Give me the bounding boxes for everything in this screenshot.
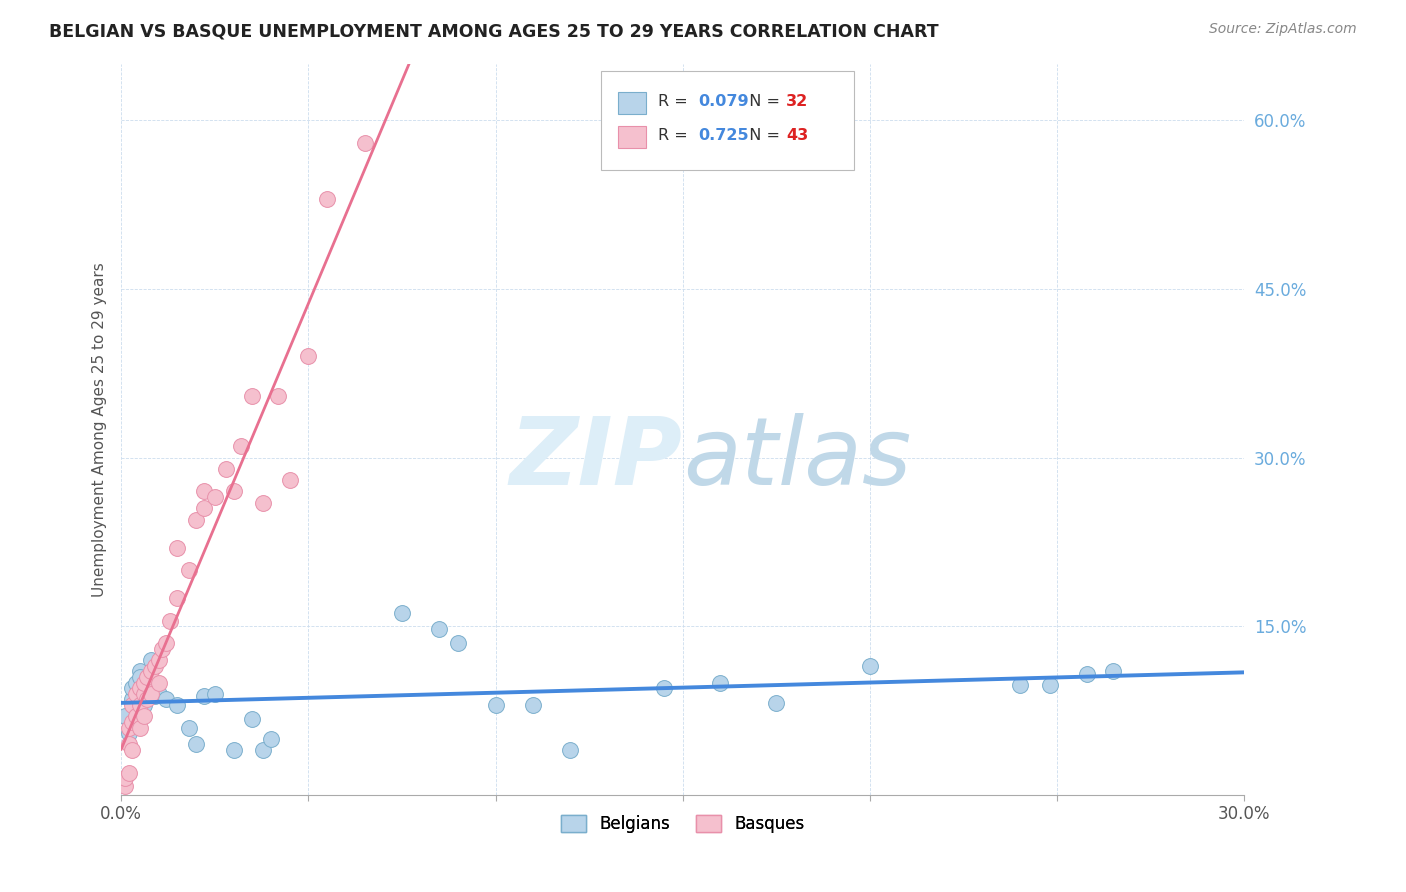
Point [121,714,143,729]
Point [859,658,882,673]
Point [193,689,215,703]
Point [184,512,207,526]
Point [177,721,200,735]
Point [129,721,152,735]
Point [204,687,226,701]
Point [132,698,155,712]
Point [240,389,263,403]
Point [193,501,215,516]
Point [240,712,263,726]
Point [121,698,143,712]
Point [316,192,339,206]
Point [297,350,319,364]
Point [141,653,163,667]
Text: BELGIAN VS BASQUE UNEMPLOYMENT AMONG AGES 25 TO 29 YEARS CORRELATION CHART: BELGIAN VS BASQUE UNEMPLOYMENT AMONG AGE… [49,22,939,40]
Point [129,665,152,679]
Point [118,726,141,740]
Text: R =: R = [658,94,693,109]
Point [155,692,177,706]
Point [114,709,136,723]
Point [166,591,188,606]
Point [148,675,170,690]
Point [125,675,148,690]
Point [429,622,451,636]
Point [1102,665,1125,679]
Text: N =: N = [740,94,785,109]
Point [125,709,148,723]
Point [129,681,152,696]
Point [1076,666,1098,681]
Text: atlas: atlas [683,413,911,504]
Point [260,731,283,746]
Point [1039,678,1062,692]
Point [709,675,731,690]
Point [166,698,188,712]
Point [391,606,413,620]
Text: N =: N = [740,128,785,144]
Point [132,709,155,723]
Point [121,743,143,757]
Y-axis label: Unemployment Among Ages 25 to 29 years: Unemployment Among Ages 25 to 29 years [93,262,107,597]
Point [155,636,177,650]
Point [193,484,215,499]
Text: 43: 43 [786,128,808,144]
Point [652,681,675,696]
Point [222,743,245,757]
Point [152,641,174,656]
Point [129,698,152,712]
Point [125,687,148,701]
Point [132,675,155,690]
Point [166,541,188,555]
Point [136,692,159,706]
Text: ZIP: ZIP [510,413,683,505]
Point [353,136,375,150]
Point [121,681,143,696]
Point [252,743,274,757]
Text: 0.725: 0.725 [699,128,749,144]
Point [765,696,787,710]
Point [177,563,200,577]
Point [143,658,166,673]
Point [143,689,166,703]
Point [141,687,163,701]
Point [278,473,301,487]
FancyBboxPatch shape [617,126,645,148]
Point [118,738,141,752]
Point [141,665,163,679]
Point [560,743,582,757]
Point [114,771,136,785]
Point [229,439,252,453]
Point [447,636,470,650]
Point [118,765,141,780]
Point [252,496,274,510]
Point [267,389,290,403]
Point [1008,678,1031,692]
Legend: Belgians, Basques: Belgians, Basques [555,808,811,839]
Point [522,698,544,712]
Point [215,462,238,476]
Point [136,687,159,701]
Text: R =: R = [658,128,693,144]
Point [222,484,245,499]
Point [132,687,155,701]
Point [148,653,170,667]
FancyBboxPatch shape [617,92,645,114]
Text: Source: ZipAtlas.com: Source: ZipAtlas.com [1209,22,1357,37]
Point [136,670,159,684]
Text: 32: 32 [786,94,808,109]
Text: 0.079: 0.079 [699,94,749,109]
Point [148,687,170,701]
Point [121,692,143,706]
Point [204,490,226,504]
Point [118,721,141,735]
Point [159,614,181,628]
Point [114,779,136,793]
Point [184,738,207,752]
Point [129,670,152,684]
FancyBboxPatch shape [600,71,853,170]
Point [485,698,508,712]
